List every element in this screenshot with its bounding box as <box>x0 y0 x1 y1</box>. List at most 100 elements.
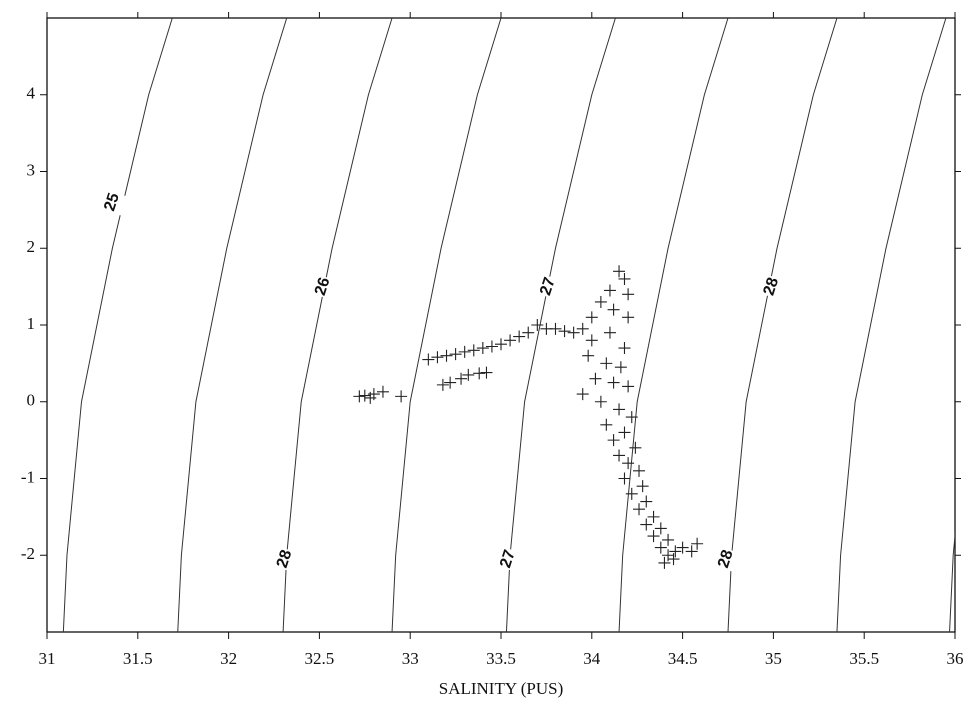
x-tick-label: 35.5 <box>849 649 879 668</box>
contour-label: 27 <box>497 548 519 570</box>
data-point <box>622 311 635 324</box>
data-point <box>594 295 607 308</box>
data-point <box>467 344 480 357</box>
data-point <box>607 303 620 316</box>
data-point <box>633 503 646 516</box>
y-tick-label: 1 <box>27 314 36 333</box>
contour-label-bg <box>756 273 788 301</box>
data-point <box>480 366 493 379</box>
x-tick-label: 33 <box>402 649 419 668</box>
data-point <box>629 441 642 454</box>
data-point <box>431 351 444 364</box>
data-point <box>476 342 489 355</box>
data-point <box>395 390 408 403</box>
contour-label: 26 <box>312 275 334 297</box>
y-tick-label: 2 <box>27 237 36 256</box>
isopycnal <box>836 18 947 632</box>
data-point <box>358 389 371 402</box>
data-point <box>585 311 598 324</box>
data-point <box>576 322 589 335</box>
contour-label: 25 <box>101 191 123 213</box>
data-point <box>640 518 653 531</box>
data-point <box>667 553 680 566</box>
x-tick-label: 33.5 <box>486 649 516 668</box>
data-point <box>669 545 682 558</box>
data-point <box>436 378 449 391</box>
x-tick-label: 31.5 <box>123 649 153 668</box>
data-point <box>658 556 671 569</box>
y-tick-label: -2 <box>21 544 35 563</box>
data-point <box>495 338 507 351</box>
data-point <box>473 367 486 380</box>
contour-label: 27 <box>537 275 559 297</box>
y-tick-label: 0 <box>27 391 36 410</box>
data-point <box>567 326 580 339</box>
data-point <box>603 284 616 297</box>
data-point <box>353 390 366 403</box>
isopycnal <box>62 18 173 632</box>
data-point <box>504 334 517 347</box>
data-point <box>622 457 635 470</box>
data-point <box>582 349 595 362</box>
contour-label: 28 <box>274 548 296 570</box>
isopycnal <box>177 18 288 632</box>
data-point <box>691 537 704 550</box>
x-tick-label: 32 <box>220 649 237 668</box>
data-point <box>613 403 626 416</box>
data-point <box>603 326 616 339</box>
data-point <box>607 434 620 447</box>
y-tick-label: -1 <box>21 467 35 486</box>
data-point <box>614 361 627 374</box>
y-tick-label: 4 <box>27 84 36 103</box>
data-point <box>676 541 689 554</box>
data-point <box>640 495 653 508</box>
isopycnal <box>949 530 955 632</box>
data-point <box>576 388 589 401</box>
data-point <box>376 385 389 398</box>
data-point <box>613 449 626 462</box>
isopycnal <box>727 18 838 632</box>
data-point <box>449 348 462 361</box>
data-point <box>607 376 620 389</box>
data-point <box>594 395 607 408</box>
y-tick-label: 3 <box>27 160 36 179</box>
data-point <box>485 340 498 353</box>
contour-label-bg <box>96 188 128 216</box>
data-point <box>440 349 453 362</box>
isopycnal <box>618 18 729 632</box>
data-point <box>685 545 698 558</box>
data-point <box>636 480 649 493</box>
data-point <box>455 372 468 385</box>
data-point <box>589 372 602 385</box>
data-point <box>549 322 562 335</box>
data-point <box>625 487 638 500</box>
contour-label-bg <box>269 545 301 573</box>
data-point <box>662 533 675 546</box>
data-point <box>647 510 660 523</box>
data-point <box>618 426 631 439</box>
data-point <box>622 288 635 301</box>
contour-label-bg <box>492 545 524 573</box>
x-tick-label: 34.5 <box>668 649 698 668</box>
x-tick-label: 31 <box>39 649 56 668</box>
data-point <box>647 530 660 543</box>
x-tick-label: 35 <box>765 649 782 668</box>
x-tick-label: 32.5 <box>305 649 335 668</box>
data-point <box>558 325 571 338</box>
data-point <box>444 376 457 389</box>
data-point <box>600 418 613 431</box>
plot-area: 25 26 28 27 27 28 28 <box>62 18 955 632</box>
data-point <box>364 391 377 404</box>
data-point <box>618 342 631 355</box>
data-point <box>654 541 667 554</box>
contour-label: 28 <box>715 548 737 570</box>
contour-label-bg <box>532 273 564 301</box>
data-point <box>462 368 475 381</box>
data-point <box>618 272 631 285</box>
x-tick-label: 36 <box>947 649 964 668</box>
data-point <box>531 319 544 331</box>
isopycnal <box>505 18 616 632</box>
contour-label-bg <box>710 545 742 573</box>
data-point <box>422 353 435 366</box>
